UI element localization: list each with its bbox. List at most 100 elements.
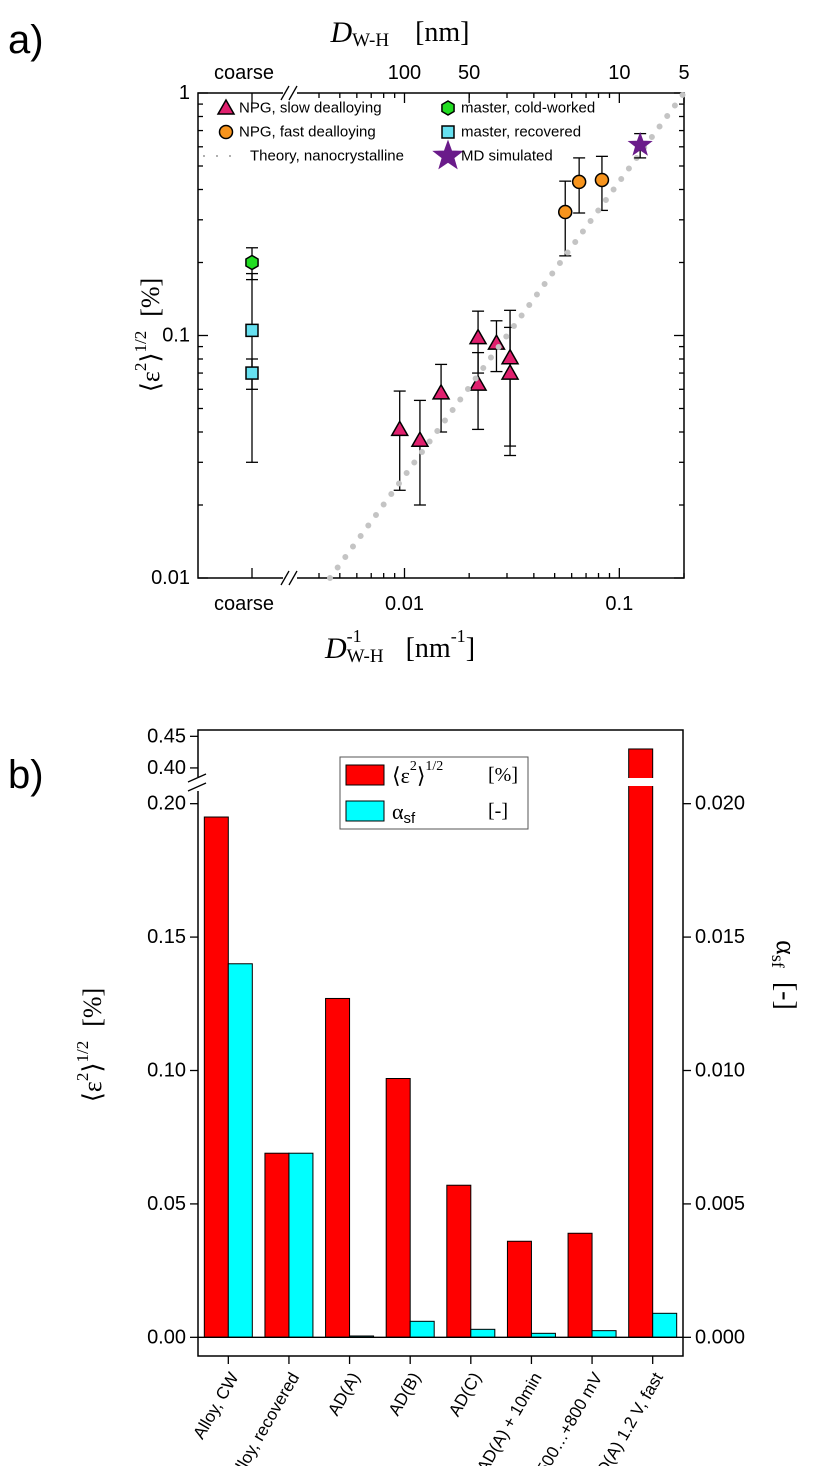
superscript: 1/2 (73, 1041, 92, 1063)
bar (385, 1078, 411, 1338)
axis-break (280, 85, 290, 101)
superscript: -1 (451, 626, 466, 646)
y-axis-title: ⟨ε2⟩1/2 [%] (131, 278, 165, 392)
label: α (392, 799, 404, 824)
x2-tick-label: 10 (608, 62, 630, 84)
bar (652, 1312, 678, 1338)
bar (446, 1184, 472, 1338)
label: ⟩ (136, 353, 165, 363)
star-marker (432, 139, 464, 170)
triangle-marker (410, 430, 430, 447)
unit: ] (466, 633, 475, 664)
superscript: 2 (410, 759, 417, 774)
axis-break (283, 570, 297, 586)
x2-tick-label: 50 (458, 62, 480, 84)
superscript: 1/2 (131, 331, 150, 353)
y-tick-label: 0.05 (147, 1193, 186, 1215)
plot-frame (197, 729, 684, 1357)
bar (470, 1328, 496, 1338)
unit: [nm (406, 633, 451, 664)
circle-marker (571, 174, 587, 190)
superscript: -1 (347, 626, 362, 646)
square-marker (245, 366, 259, 380)
axis-break (283, 85, 297, 101)
triangle-marker (468, 374, 488, 391)
legend-label: ⟨ε2⟩1/2 (392, 759, 443, 788)
label: ⟨ε (136, 371, 165, 392)
axis-break (187, 782, 207, 792)
x-tick-label: 0.1 (605, 593, 633, 615)
symbol: D (324, 632, 347, 665)
x-tick-label: AD(A) + 10min (473, 1369, 545, 1466)
square-marker (441, 125, 455, 139)
y-tick-label: 0.45 (147, 725, 186, 747)
triangle-marker (500, 363, 520, 380)
y2-tick-label: 0.005 (695, 1193, 745, 1215)
hexagon-marker (441, 100, 455, 116)
y2-tick-label: 0.015 (695, 926, 745, 948)
unit: [nm] (415, 17, 469, 48)
legend-swatch (345, 800, 385, 822)
legend-label: Theory, nanocrystalline (250, 148, 404, 165)
circle-marker (218, 124, 234, 140)
axis-break (188, 777, 208, 791)
legend-label: MD simulated (461, 148, 553, 165)
x-axis-title: D-1 W-H [nm-1] (324, 626, 475, 667)
axis-break (187, 773, 207, 783)
x2-coarse-label: coarse (214, 62, 274, 84)
symbol: D (329, 16, 352, 49)
unit: [-] (771, 982, 802, 1010)
x-tick-label: Alloy, CW (189, 1369, 242, 1442)
subscript: W-H (347, 646, 384, 667)
bar (591, 1330, 617, 1338)
x-coarse-label: coarse (214, 593, 274, 615)
panel-label: a) (8, 18, 44, 62)
bar (506, 1240, 532, 1338)
legend-unit: [-] (488, 800, 508, 822)
subscript: sf (768, 955, 788, 968)
legend-label: master, recovered (461, 124, 581, 141)
label: ⟨ε (78, 1081, 107, 1102)
legend-unit: [%] (488, 764, 518, 786)
bar (409, 1320, 435, 1338)
y-tick-label: 0.40 (147, 757, 186, 779)
unit: [%] (78, 988, 107, 1027)
y2-axis-title: αsf [-] (768, 940, 802, 1010)
y2-tick-label: 0.010 (695, 1060, 745, 1082)
superscript: 2 (73, 1073, 92, 1082)
axis-break (288, 570, 298, 586)
triangle-marker (216, 98, 236, 115)
bar (203, 816, 229, 1338)
legend-label: master, cold-worked (461, 100, 595, 117)
overlay: a) b) DW-H [nm] D-1 W-H [nm-1] ⟨ε2⟩1/2[%] ⟨… (8, 16, 802, 1103)
x2-tick-label: 5 (678, 62, 689, 84)
legend-label: NPG, fast dealloying (239, 124, 376, 141)
y-tick-label: 1 (179, 82, 190, 104)
x-tick-label: AD(B) (385, 1369, 425, 1419)
plot-layer: 0.01 0.1 1 0.01 0.1 100 50 10 5 coarse coarse NPG, … (147, 62, 745, 1466)
y-tick-label: 0.10 (147, 1060, 186, 1082)
y-tick-label: 0.20 (147, 793, 186, 815)
triangle-marker (431, 383, 451, 400)
label: ⟩ (78, 1063, 107, 1073)
x2-tick-label: 100 (388, 62, 421, 84)
y-tick-label: 0.01 (151, 567, 190, 589)
theory-line (326, 90, 687, 581)
unit: [%] (136, 278, 165, 317)
bar (567, 1232, 593, 1338)
y-tick-label: 0.15 (147, 926, 186, 948)
legend-label: NPG, slow dealloying (239, 100, 382, 117)
x2-axis-title: DW-H [nm] (329, 16, 469, 51)
subscript: W-H (352, 30, 389, 51)
label: ⟩ (417, 763, 426, 788)
superscript: 1/2 (425, 759, 443, 774)
subscript: sf (404, 810, 417, 827)
panel-label: b) (8, 753, 44, 797)
y-tick-label: 0.00 (147, 1326, 186, 1348)
triangle-marker (390, 419, 410, 437)
hexagon-marker (245, 254, 259, 271)
x-tick-label: 0.01 (385, 593, 424, 615)
axis-break (288, 85, 298, 101)
legend-swatch (345, 764, 385, 786)
y2-tick-label: 0.000 (695, 1326, 745, 1348)
